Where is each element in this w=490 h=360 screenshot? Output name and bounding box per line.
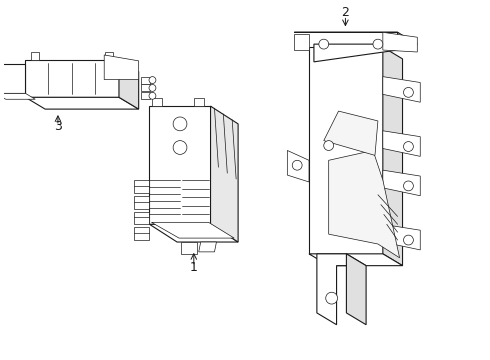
Polygon shape [134,196,149,208]
Polygon shape [149,224,238,242]
Circle shape [173,117,187,131]
Text: 3: 3 [54,120,62,133]
Polygon shape [346,254,366,325]
Polygon shape [134,227,149,240]
Circle shape [292,160,302,170]
Polygon shape [287,150,309,182]
Circle shape [319,39,329,49]
Polygon shape [141,77,150,84]
Polygon shape [141,85,150,91]
Circle shape [326,292,338,304]
Polygon shape [383,131,420,156]
Circle shape [404,141,414,152]
Circle shape [149,77,156,84]
Polygon shape [0,93,35,99]
Circle shape [373,39,383,49]
Polygon shape [211,106,238,242]
Circle shape [149,85,156,91]
Polygon shape [25,60,119,97]
Polygon shape [309,254,402,266]
Polygon shape [324,111,378,156]
Circle shape [173,141,187,154]
Circle shape [324,141,334,150]
Polygon shape [294,32,417,62]
Text: 1: 1 [190,261,198,274]
Polygon shape [134,180,149,193]
Polygon shape [294,34,309,50]
Polygon shape [31,52,39,60]
Circle shape [404,181,414,191]
Circle shape [149,93,156,99]
Polygon shape [25,97,139,109]
Polygon shape [383,77,420,102]
Polygon shape [329,150,399,258]
Circle shape [404,87,414,97]
Polygon shape [0,64,25,93]
Polygon shape [181,242,197,254]
Polygon shape [317,254,366,325]
Polygon shape [199,242,217,252]
Polygon shape [383,32,417,52]
Text: 2: 2 [342,6,349,19]
Polygon shape [134,212,149,224]
Circle shape [404,235,414,245]
Polygon shape [383,170,420,196]
Polygon shape [383,224,420,250]
Polygon shape [119,60,139,109]
Polygon shape [309,47,383,254]
Polygon shape [194,98,204,106]
Polygon shape [149,106,211,224]
Polygon shape [141,93,150,99]
Polygon shape [151,222,234,238]
Polygon shape [383,47,402,266]
Polygon shape [152,98,162,106]
Polygon shape [105,52,113,60]
Polygon shape [104,55,139,80]
